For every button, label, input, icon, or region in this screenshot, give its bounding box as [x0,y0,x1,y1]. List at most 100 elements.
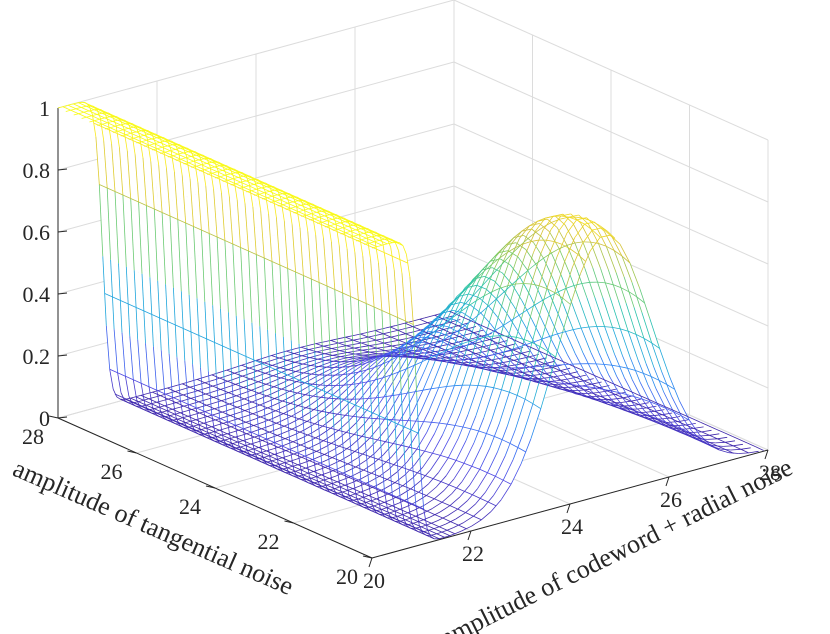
surface-face [100,121,106,124]
surface-face [114,123,121,126]
y-tick-label: 22 [258,529,280,554]
surface-face [78,113,85,116]
surface-face [101,158,108,188]
z-tick-label: 0.2 [23,344,51,369]
surface-face [80,104,87,107]
surface-face [109,130,116,146]
surface-face [88,116,94,119]
surface-face [107,125,114,128]
surface-face [109,121,115,124]
surface-face [107,122,114,125]
surface-face [115,125,121,128]
surface-face [100,115,107,118]
surface-face [77,107,84,110]
x-tick-label: 20 [363,568,385,593]
surface-face [83,111,90,114]
z-tick-label: 0 [39,406,50,431]
surface-face [135,391,141,402]
surface-face [138,393,145,404]
surface-face [63,106,69,109]
x-tick-mark [467,530,472,541]
surface-face [72,106,78,109]
surface-face [162,375,169,396]
surface-face [68,107,75,110]
surface-face [106,117,113,120]
surface-face [137,381,143,396]
surface-face [131,390,137,400]
x-tick-label: 22 [462,541,484,566]
surface-face [135,154,141,177]
surface-face [127,359,134,380]
surface-face [105,160,112,190]
surface-face [115,354,122,375]
surface-face [93,117,100,120]
y-tick-label: 20 [336,564,358,589]
surface-face [108,119,115,122]
surface-face [115,128,122,131]
surface-face [104,293,111,328]
surface-face [164,393,171,408]
surface-face [122,124,128,127]
x-tick-mark [566,503,571,514]
surface-face [129,377,135,392]
surface-face [70,107,76,110]
surface-face [101,121,108,124]
z-tick-mark [57,416,68,419]
surface-face [151,314,158,349]
surface-face [118,122,124,125]
surface-face [120,124,127,127]
surface-face [113,132,120,148]
surface-face [166,405,173,416]
surface-face [98,125,104,141]
surface-face [133,379,139,394]
z-tick-label: 0.6 [23,220,51,245]
surface-face [84,114,90,117]
surface-face [123,386,129,397]
surface-face [127,388,133,398]
surface-face [79,107,86,110]
surface-face [89,110,95,113]
surface-face [145,384,151,399]
z-tick-mark [57,292,68,295]
z-tick-label: 0.4 [23,282,51,307]
y-tick-mark [48,415,59,419]
x-tick-mark [368,557,373,568]
surface-face [153,149,159,165]
surface-face [91,112,97,115]
surface-face [130,130,137,133]
x-tick-label: 24 [561,514,583,539]
surface-face [101,118,107,121]
surface-face [127,133,134,136]
surface-face [94,120,100,123]
surface-face [125,376,132,391]
surface-face [149,147,155,164]
surface-face [121,392,127,400]
surface-face [75,105,82,108]
surface-face [86,114,92,117]
surface-face [119,147,126,170]
surface-face [113,389,119,396]
surface-face [73,103,79,106]
surface-face [78,110,84,113]
surface-face [93,114,100,117]
surface-face [125,394,131,401]
surface-face [122,126,129,129]
z-tick-label: 0.8 [23,158,51,183]
surface-face [119,130,126,133]
surface-face [106,119,113,122]
x-tick-label: 26 [660,487,682,512]
surface-face [102,126,108,143]
surface-face [141,144,147,160]
surface-face [111,381,118,391]
surface-face [121,374,128,389]
surface-face [102,115,109,118]
surface-face [125,137,132,153]
surface-face [70,109,77,112]
surface-face [131,127,138,130]
surface-face [79,110,86,113]
surface-face [84,106,91,109]
surface-face [83,109,89,112]
surface-face [94,123,100,139]
